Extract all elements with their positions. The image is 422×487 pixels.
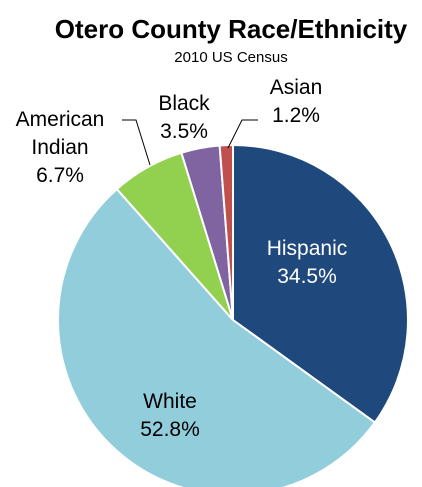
slice-label-american-indian: American Indian 6.7%: [16, 108, 105, 187]
chart-subtitle: 2010 US Census: [174, 49, 287, 66]
slice-label-hispanic: Hispanic 34.5%: [267, 237, 348, 288]
pie-slices: [57, 143, 409, 487]
pie-slice-asian: [218, 143, 234, 321]
leader-line-asian: [227, 119, 258, 149]
pie-slice-white: [57, 187, 377, 487]
leader-line-american-indian: [122, 119, 151, 166]
leader-lines: [122, 119, 258, 166]
slice-label-asian: Asian 1.2%: [270, 76, 323, 127]
slice-label-white: White 52.8%: [140, 390, 200, 441]
chart-title: Otero County Race/Ethnicity: [55, 14, 408, 44]
pie-slice-hispanic: [232, 143, 409, 424]
slice-labels: Hispanic 34.5% White 52.8% American Indian 6.7…: [16, 76, 348, 441]
slice-label-black: Black 3.5%: [158, 92, 210, 143]
